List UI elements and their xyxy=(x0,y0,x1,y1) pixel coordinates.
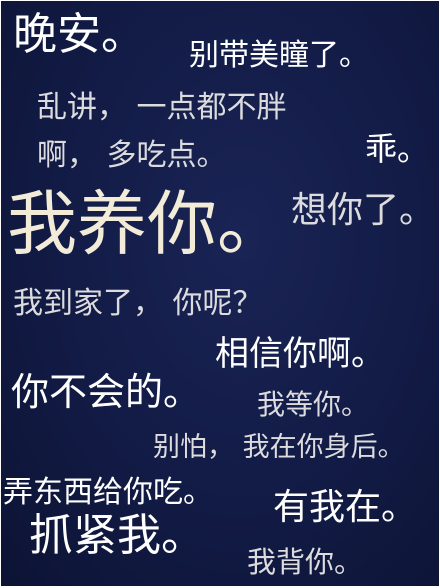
phrase-ill-support-you: 我养你。 xyxy=(7,183,287,265)
phrase-not-fat: 乱讲， 一点都不胖 xyxy=(37,90,287,125)
phrase-carry-you: 我背你。 xyxy=(247,545,364,579)
phrase-miss-you: 想你了。 xyxy=(291,190,436,231)
phrase-believe-you: 相信你啊。 xyxy=(215,334,385,374)
phrase-home-and-you: 我到家了， 你呢？ xyxy=(13,286,263,321)
phrase-good-girl: 乖。 xyxy=(365,130,430,168)
phrase-make-food: 弄东西给你吃。 xyxy=(3,475,213,510)
phrase-i-am-here: 有我在。 xyxy=(273,487,418,528)
phrase-behind-you: 别怕， 我在你身后。 xyxy=(153,432,405,463)
phrase-you-wont: 你不会的。 xyxy=(11,370,202,414)
phrase-eat-more: 啊， 多吃点。 xyxy=(37,138,227,173)
phrase-hold-me-tight: 抓紧我。 xyxy=(29,510,205,561)
phrase-no-contacts: 别带美瞳了。 xyxy=(189,38,369,73)
phrase-good-night: 晚安。 xyxy=(13,9,145,60)
phrase-wait-for-you: 我等你。 xyxy=(257,388,370,421)
